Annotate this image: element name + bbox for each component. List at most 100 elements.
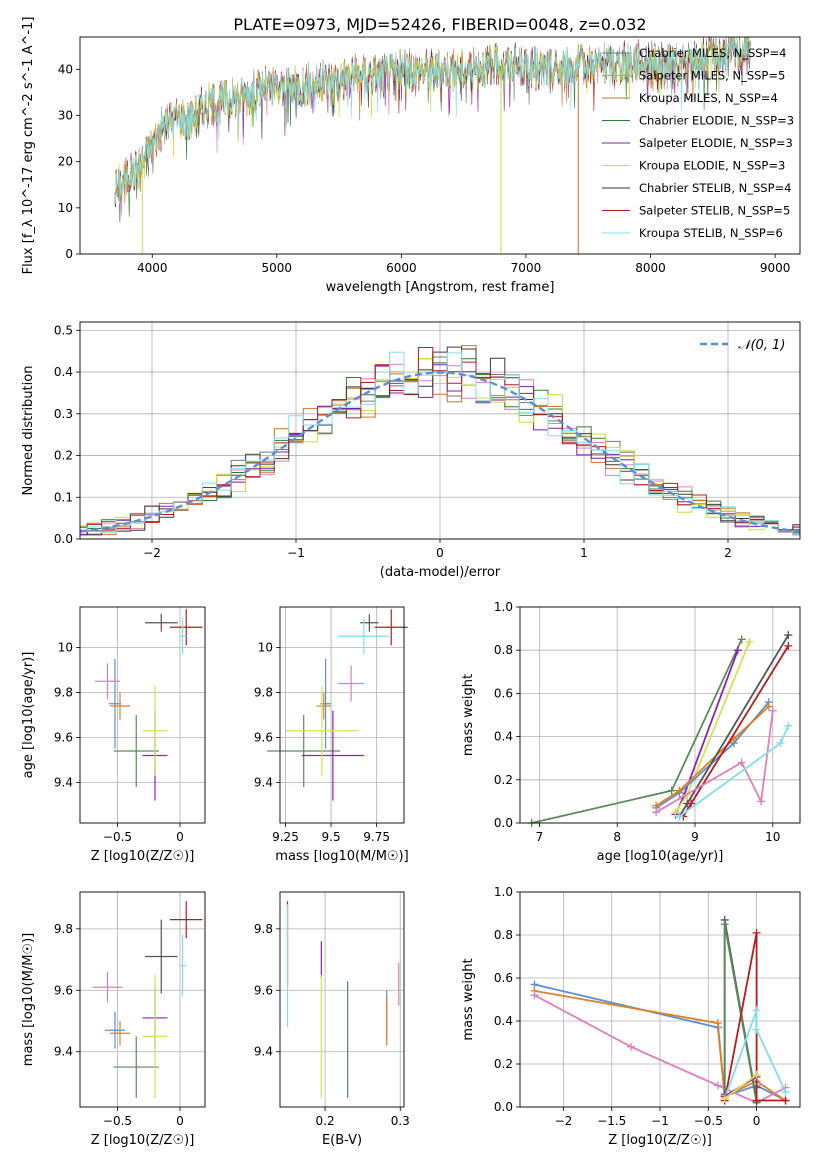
x-tick-label: 0: [753, 1114, 761, 1128]
weight-marker: [687, 799, 696, 808]
x-tick-label: 7: [536, 830, 544, 844]
weight-marker: [713, 1019, 722, 1028]
weight-marker: [733, 646, 742, 655]
weight-marker: [530, 991, 539, 1000]
weight-marker: [675, 812, 684, 821]
y-tick-label: 9.8: [54, 922, 73, 936]
weight-marker: [713, 1081, 722, 1090]
y-tick-label: 9.6: [254, 731, 273, 745]
x-tick-label: −0.5: [694, 1114, 723, 1128]
panel-age_vs_mass: 9.25 9.5 9.75 9.4 9.6 9.8 10 mass [log10(M/M☉)]: [254, 606, 409, 864]
legend-label: 𝒩(0, 1): [738, 338, 785, 353]
weight-marker: [737, 758, 746, 767]
y-tick-label: 1.0: [494, 600, 513, 614]
y-tick-label: 0.1: [54, 490, 73, 504]
plot-frame: [79, 891, 206, 1108]
y-tick-label: 9.6: [54, 731, 73, 745]
weight-line: [531, 639, 743, 824]
y-tick-label: 0.2: [54, 449, 73, 463]
legend-label: Chabrier STELIB, N_SSP=4: [639, 181, 791, 195]
panel-weight_vs_age: 7 8 9 10 0.0 0.2 0.4 0.6 0.8 1.0 age [log10(age/yr…: [461, 600, 801, 864]
weight-marker: [781, 1087, 790, 1096]
x-tick-label: 8: [613, 830, 621, 844]
spectrum-lines: [114, 37, 751, 254]
y-axis-label: mass weight: [461, 674, 476, 756]
plot-frame: [519, 606, 801, 824]
x-tick-label: 0: [436, 546, 444, 560]
x-tick-label: −2: [555, 1114, 573, 1128]
x-tick-label: 9.75: [363, 830, 390, 844]
x-tick-label: −1.5: [597, 1114, 626, 1128]
y-tick-label: 0.3: [54, 407, 73, 421]
y-tick-label: 20: [58, 155, 73, 169]
weight-marker: [745, 637, 754, 646]
x-axis-label: wavelength [Angstrom, rest frame]: [326, 280, 555, 295]
legend-label: Salpeter STELIB, N_SSP=5: [639, 204, 790, 218]
histograms: [80, 345, 800, 536]
y-tick-label: 10: [58, 201, 73, 215]
x-axis-label: E(B-V): [322, 1133, 362, 1148]
x-axis-label: Z [log10(Z/Z☉)]: [608, 1133, 712, 1148]
y-tick-label: 0.0: [54, 532, 73, 546]
weight-marker: [667, 786, 676, 795]
weight-marker: [720, 1094, 729, 1103]
weight-marker: [776, 739, 785, 748]
y-tick-label: 40: [58, 62, 73, 76]
x-tick-label: 6000: [386, 261, 417, 275]
weight-marker: [781, 1096, 790, 1105]
plot-frame: [279, 606, 405, 824]
y-tick-label: 9.8: [254, 686, 273, 700]
y-tick-label: 9.4: [254, 776, 273, 790]
weight-marker: [752, 1025, 761, 1034]
histogram-series: [80, 363, 800, 536]
weight-marker: [671, 808, 680, 817]
legend-label: Kroupa STELIB, N_SSP=6: [639, 226, 783, 240]
x-tick-label: 9.25: [272, 830, 299, 844]
legend-label: Chabrier ELODIE, N_SSP=3: [639, 114, 794, 128]
weight-marker: [627, 1042, 636, 1051]
x-tick-label: 10: [765, 830, 780, 844]
panel-spectrum: 4000 5000 6000 7000 8000 9000 0 10 20 30 40 wavelen…: [21, 17, 801, 295]
x-tick-label: 9: [691, 830, 699, 844]
y-tick-label: 0.8: [494, 643, 513, 657]
weight-marker: [752, 928, 761, 937]
normal-curve: [80, 371, 800, 533]
x-tick-label: 8000: [635, 261, 666, 275]
y-tick-label: 9.8: [54, 686, 73, 700]
x-tick-label: 0: [176, 830, 184, 844]
histogram-series: [80, 346, 800, 536]
y-tick-label: 10: [258, 641, 273, 655]
x-tick-label: 2: [724, 546, 732, 560]
plot-frame: [279, 891, 405, 1108]
y-tick-label: 9.6: [254, 983, 273, 997]
y-tick-label: 0.2: [494, 1057, 513, 1071]
y-tick-label: 9.6: [54, 983, 73, 997]
weight-marker: [652, 808, 661, 817]
weight-marker: [784, 641, 793, 650]
legend-label: Kroupa MILES, N_SSP=4: [639, 91, 778, 105]
weight-line: [655, 710, 774, 813]
x-axis-label: (data-model)/error: [380, 565, 501, 580]
x-axis-label: mass [log10(M/M☉)]: [275, 849, 408, 864]
weight-marker: [752, 1006, 761, 1015]
x-tick-label: −2: [143, 546, 161, 560]
weight-marker: [757, 797, 766, 806]
weight-marker: [784, 631, 793, 640]
y-axis-label: age [log10(age/yr)]: [21, 652, 36, 779]
panel-weight_vs_Z: −2 −1.5 −1 −0.5 0 0.0 0.2 0.4 0.6 0.8 1.0 Z [log10(…: [461, 885, 801, 1148]
plot-frame: [79, 36, 801, 255]
x-tick-label: −0.5: [103, 1114, 132, 1128]
y-tick-label: 30: [58, 108, 73, 122]
y-tick-label: 0.0: [494, 1100, 513, 1114]
histogram-series: [80, 358, 800, 534]
weight-line: [723, 1009, 787, 1099]
y-tick-label: 0: [65, 247, 73, 261]
figure-title: PLATE=0973, MJD=52426, FIBERID=0048, z=0…: [233, 15, 646, 34]
weight-marker: [752, 1070, 761, 1079]
y-tick-label: 1.0: [494, 885, 513, 899]
panel-mass_vs_ebv: 0.2 0.3 9.4 9.6 9.8 E(B-V): [254, 891, 410, 1148]
x-tick-label: 5000: [262, 261, 293, 275]
weight-line: [674, 649, 739, 815]
y-axis-label: mass [log10(M/M☉)]: [21, 933, 36, 1066]
y-tick-label: 0.2: [494, 773, 513, 787]
